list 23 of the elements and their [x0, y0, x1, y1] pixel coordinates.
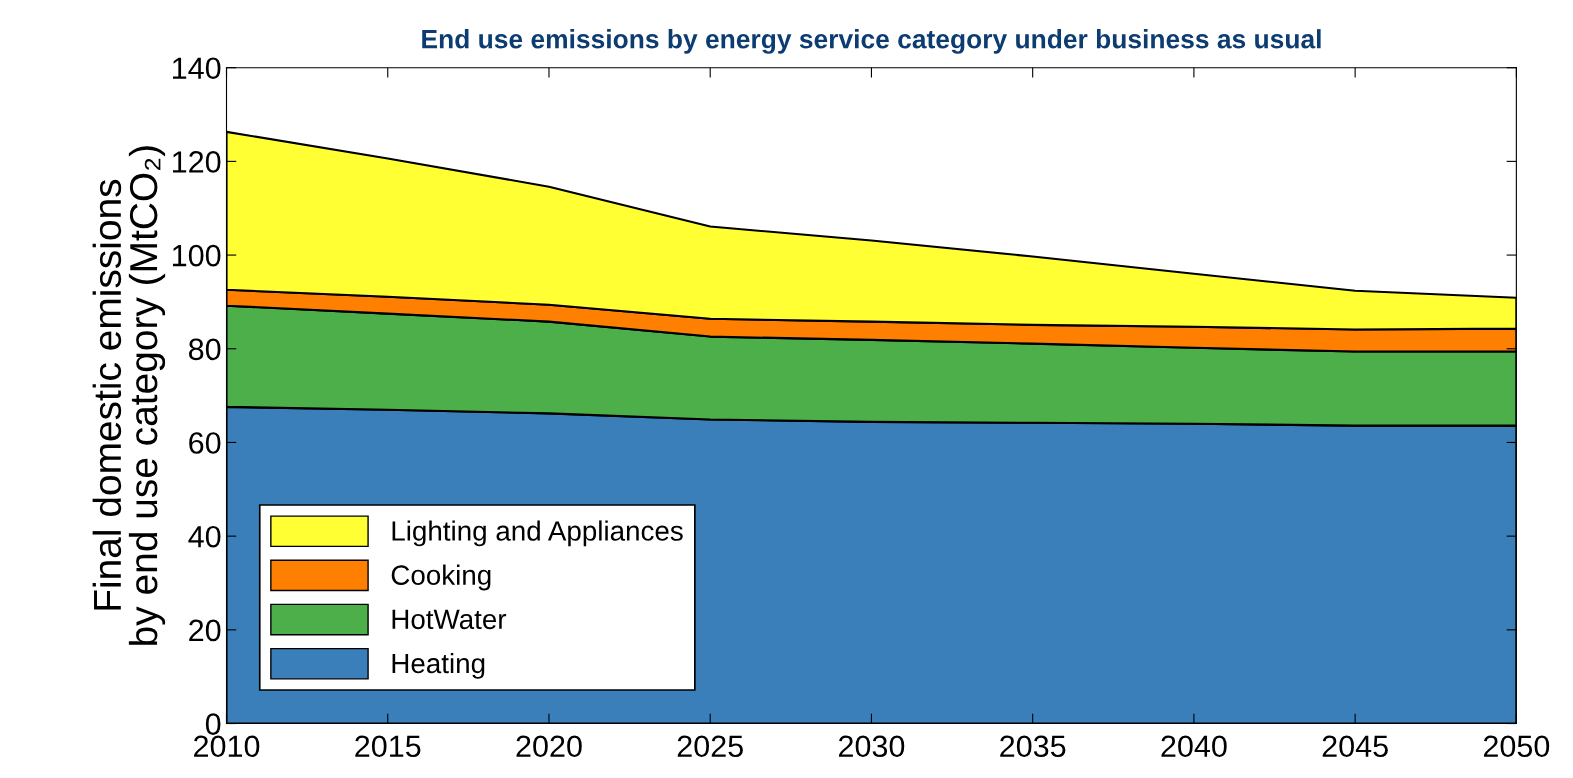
chart-title: End use emissions by energy service category under business as usual [422, 29, 1321, 54]
y-tick-label: 60 [189, 432, 221, 454]
x-tick-label: 2020 [516, 735, 582, 758]
x-tick-label: 2010 [194, 735, 260, 758]
y-tick-label: 40 [188, 525, 221, 548]
y-axis-title: Final domestic emissions by end use category (MtCO₂) [92, 146, 166, 645]
y-tick-label: 140 [173, 57, 221, 80]
x-tick-label: 2015 [355, 735, 421, 758]
x-tick-label: 2030 [839, 735, 905, 758]
x-tick-label: 2045 [1322, 735, 1388, 758]
legend-label: Cooking [391, 564, 491, 591]
x-tick-label: 2025 [677, 735, 743, 758]
y-tick-label: 20 [189, 619, 221, 642]
legend-label: Lighting and Appliances [392, 520, 683, 547]
legend-label: Heating [392, 652, 485, 679]
y-tick-label: 80 [188, 338, 221, 361]
x-tick-label: 2050 [1483, 735, 1550, 758]
y-tick-label: 0 [205, 713, 221, 735]
x-tick-label: 2035 [1000, 735, 1066, 758]
x-tick-label: 2040 [1161, 735, 1227, 758]
y-tick-label: 100 [173, 244, 221, 267]
y-tick-label: 120 [173, 151, 221, 173]
legend-label: HotWater [392, 609, 507, 630]
